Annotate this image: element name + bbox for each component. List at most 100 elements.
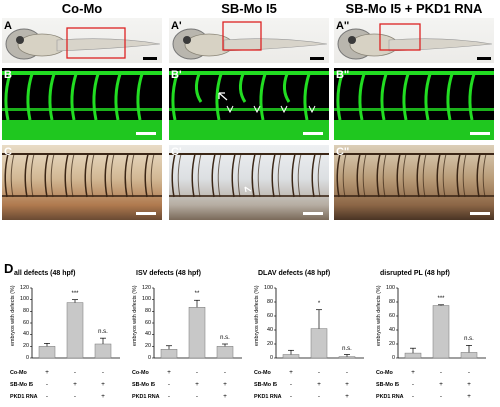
bar [460, 352, 478, 359]
scale-bar [143, 57, 157, 60]
condition-label: Co-Mo [376, 370, 393, 376]
panel-c1-ink [169, 145, 329, 220]
embryo-image [172, 21, 328, 60]
y-tick-label: 80 [145, 307, 151, 314]
scale-bar [136, 212, 156, 215]
y-tick-label: 120 [142, 284, 151, 291]
condition-mark: - [167, 393, 171, 400]
inset-box [379, 23, 421, 51]
bar [404, 352, 422, 359]
y-tick-label: 80 [23, 307, 29, 314]
condition-mark: + [223, 393, 227, 400]
condition-mark: + [439, 381, 443, 388]
condition-label: PKD1 RNA [10, 394, 38, 400]
panel-label-c2: C'' [336, 146, 350, 158]
condition-mark: + [101, 393, 105, 400]
condition-mark: - [317, 369, 321, 376]
bar [38, 346, 56, 359]
y-tick-label: 60 [23, 319, 29, 326]
significance-label: *** [437, 295, 445, 302]
condition-mark: + [167, 369, 171, 376]
condition-mark: - [73, 393, 77, 400]
significance-label: n.s. [464, 336, 474, 343]
y-tick-label: 100 [20, 296, 29, 303]
panel-label-c1: C' [171, 146, 182, 158]
ink-image [334, 153, 494, 198]
significance-label: *** [71, 290, 79, 297]
vessel-image [334, 71, 494, 140]
panel-b2-vessels [334, 68, 494, 140]
condition-mark: - [289, 393, 293, 400]
y-tick-label: 100 [264, 284, 273, 291]
y-tick-label: 20 [145, 342, 151, 349]
condition-mark: + [223, 381, 227, 388]
condition-label: PKD1 RNA [376, 394, 404, 400]
chart-title: all defects (48 hpf) [14, 270, 76, 277]
y-tick-label: 0 [270, 354, 273, 361]
panel-label-a: A [4, 20, 12, 32]
panel-label-c: C [4, 146, 12, 158]
column-title-sb-mo-i5: SB-Mo I5 [221, 1, 277, 16]
panel-label-b1: B' [171, 69, 182, 81]
bar [282, 354, 300, 359]
panel-label-a1: A' [171, 20, 182, 32]
y-tick-label: 60 [267, 312, 273, 319]
arrowhead-icon [253, 105, 261, 114]
significance-label: n.s. [220, 335, 230, 341]
scale-bar [303, 132, 323, 135]
arrowhead-icon [280, 105, 288, 114]
significance-label: ** [194, 291, 200, 298]
panel-label-b2: B'' [336, 69, 350, 81]
significance-label: n.s. [98, 329, 108, 336]
bar [338, 356, 356, 359]
y-tick-label: 60 [145, 319, 151, 326]
condition-label: SB-Mo I5 [254, 382, 278, 388]
panel-c2-ink [334, 145, 494, 220]
panel-c-ink [2, 145, 162, 220]
condition-mark: - [45, 381, 49, 388]
panel-label-a2: A'' [336, 20, 350, 32]
chart-plot [30, 287, 120, 359]
panel-label-d: D [4, 261, 14, 276]
condition-mark: + [101, 381, 105, 388]
ink-image [2, 153, 162, 198]
column-title-co-mo: Co-Mo [61, 1, 103, 16]
bar [160, 349, 178, 359]
condition-mark: - [411, 393, 415, 400]
condition-label: SB-Mo I5 [132, 382, 156, 388]
condition-label: Co-Mo [254, 370, 271, 376]
y-tick-label: 80 [389, 298, 395, 305]
scale-bar [310, 57, 324, 60]
condition-mark: - [439, 393, 443, 400]
y-tick-label: 40 [23, 331, 29, 338]
y-tick-label: 40 [145, 331, 151, 338]
condition-mark: - [73, 369, 77, 376]
condition-mark: - [439, 369, 443, 376]
scale-bar [470, 132, 490, 135]
condition-mark: + [195, 381, 199, 388]
y-tick-label: 20 [267, 340, 273, 347]
condition-mark: - [223, 369, 227, 376]
chart-dlav-defects: DLAV defects (48 hpf) embryos with defect… [254, 270, 372, 407]
vessel-image [2, 71, 162, 140]
bar [310, 328, 328, 359]
condition-label: SB-Mo I5 [10, 382, 34, 388]
y-tick-label: 0 [148, 354, 151, 361]
y-tick-label: 40 [267, 326, 273, 333]
panel-label-b: B [4, 69, 12, 81]
chart-isv-defects: ISV defects (48 hpf) embryos with defects… [132, 270, 250, 407]
condition-mark: + [467, 393, 471, 400]
condition-mark: - [345, 369, 349, 376]
bar [66, 302, 84, 359]
chart-title: ISV defects (48 hpf) [136, 270, 201, 277]
panel-a2-embryo [334, 18, 494, 63]
condition-mark: + [467, 381, 471, 388]
condition-mark: + [289, 369, 293, 376]
condition-mark: - [467, 369, 471, 376]
significance-label: * [317, 300, 321, 307]
condition-label: Co-Mo [132, 370, 149, 376]
condition-mark: + [73, 381, 77, 388]
chart-plot [396, 287, 486, 359]
arrowhead-icon [226, 105, 234, 114]
scale-bar [477, 57, 491, 60]
